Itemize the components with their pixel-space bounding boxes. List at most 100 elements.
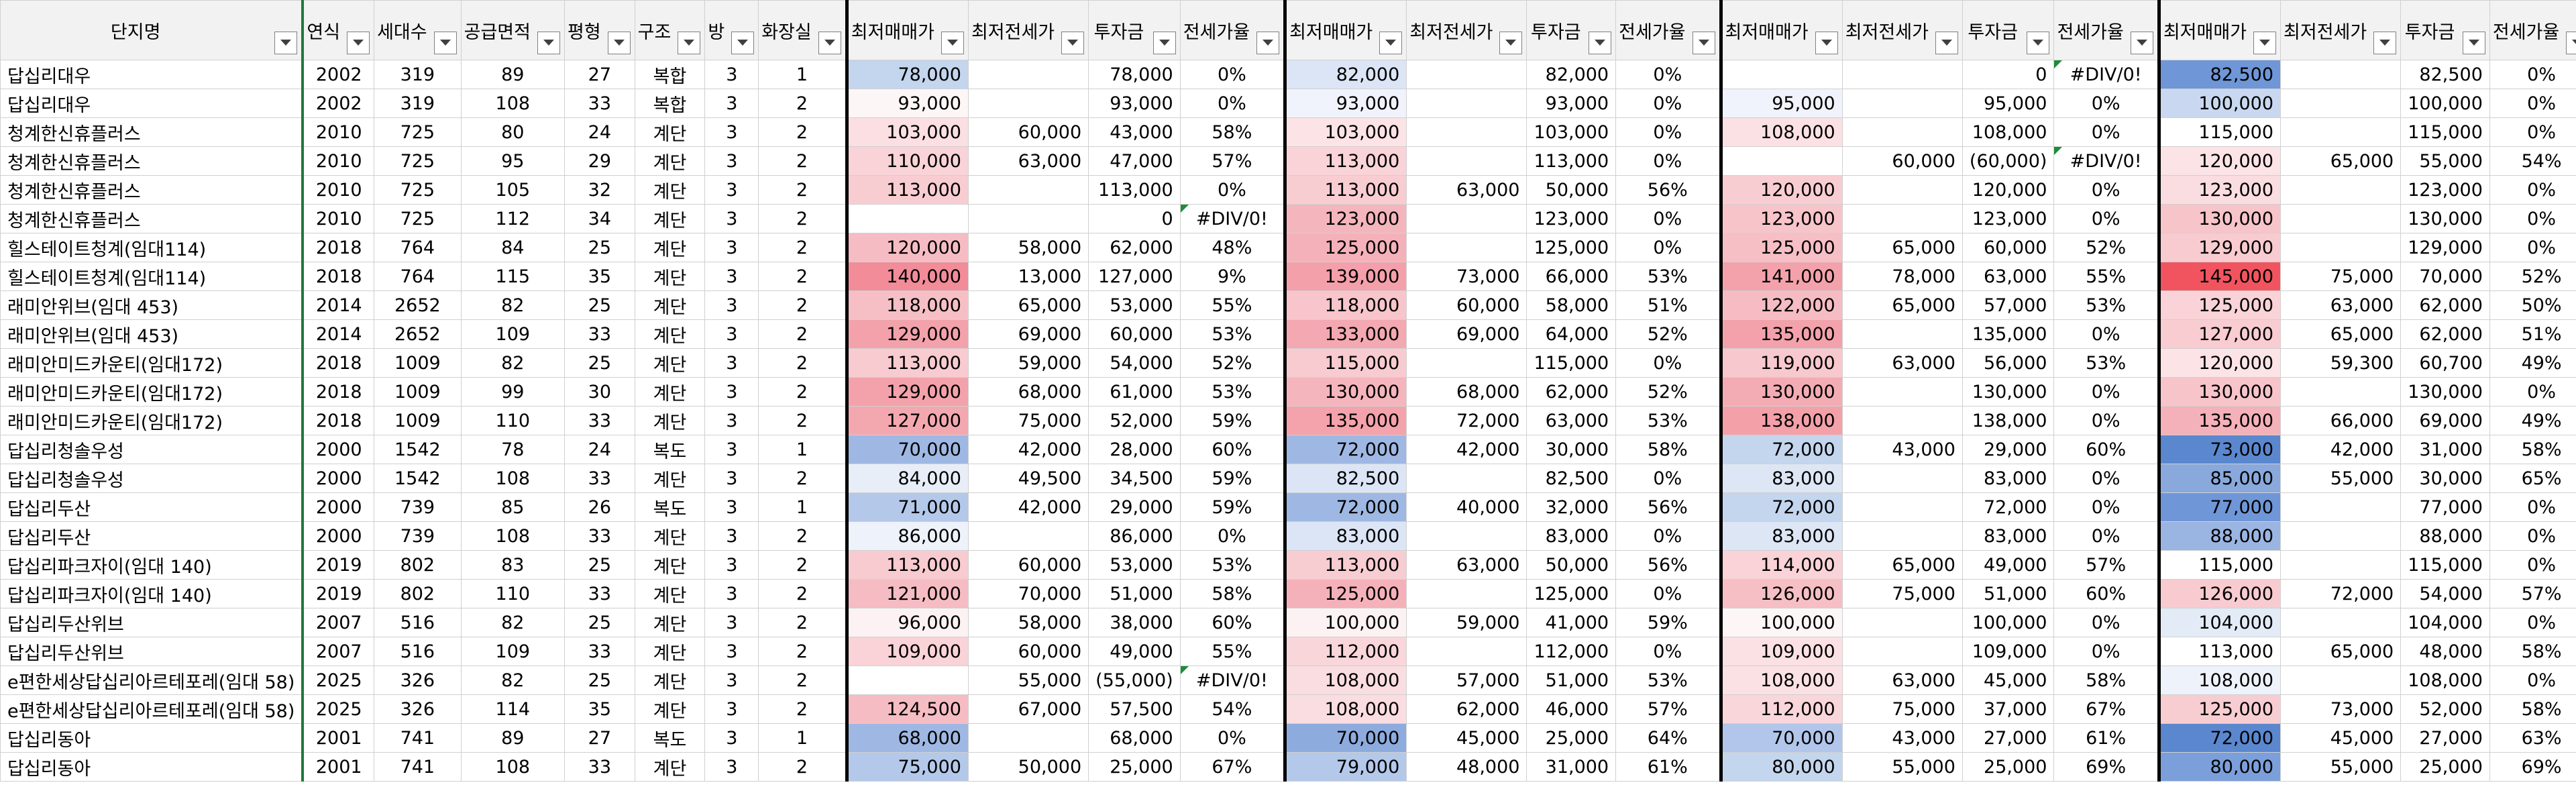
invest-cell[interactable]: 123,000 <box>1962 204 2055 233</box>
jeonse-cell[interactable]: 58,000 <box>967 608 1089 637</box>
sale-cell[interactable]: 123,000 <box>1719 204 1843 233</box>
complex-name-cell[interactable]: 답십리파크자이(임대 140) <box>0 550 303 580</box>
table-cell[interactable]: 2 <box>758 117 847 147</box>
sale-cell[interactable]: 72,000 <box>1283 435 1407 464</box>
ratio-cell[interactable]: 51% <box>2489 319 2576 349</box>
table-cell[interactable]: 35 <box>564 262 635 291</box>
table-cell[interactable]: 1009 <box>374 348 462 378</box>
ratio-cell[interactable]: 50% <box>2489 290 2576 320</box>
sale-cell[interactable]: 113,000 <box>2157 637 2282 666</box>
table-cell[interactable]: 3 <box>704 694 759 724</box>
table-cell[interactable]: 2 <box>758 694 847 724</box>
table-cell[interactable]: 115 <box>460 262 565 291</box>
invest-cell[interactable]: 29,000 <box>1088 492 1181 522</box>
invest-cell[interactable]: 113,000 <box>1526 146 1617 176</box>
table-cell[interactable]: 계단 <box>634 348 706 378</box>
ratio-cell[interactable]: 58% <box>2489 435 2576 464</box>
ratio-cell[interactable]: 0% <box>1615 579 1721 608</box>
ratio-cell[interactable]: 57% <box>2489 579 2576 608</box>
jeonse-cell[interactable] <box>1406 579 1527 608</box>
jeonse-cell[interactable] <box>967 60 1089 89</box>
jeonse-cell[interactable]: 75,000 <box>2280 262 2402 291</box>
sale-cell[interactable]: 109,000 <box>845 637 969 666</box>
invest-cell[interactable]: 63,000 <box>1962 262 2055 291</box>
sale-cell[interactable]: 125,000 <box>1283 233 1407 262</box>
invest-cell[interactable]: 46,000 <box>1526 694 1617 724</box>
sale-cell[interactable]: 127,000 <box>2157 319 2282 349</box>
complex-name-cell[interactable]: 답십리두산 <box>0 521 303 551</box>
invest-cell[interactable]: 104,000 <box>2400 608 2490 637</box>
ratio-cell[interactable]: 49% <box>2489 348 2576 378</box>
ratio-cell[interactable]: 59% <box>1615 608 1721 637</box>
sale-cell[interactable]: 118,000 <box>1283 290 1407 320</box>
table-cell[interactable]: 3 <box>704 233 759 262</box>
table-cell[interactable]: 108 <box>460 521 565 551</box>
table-cell[interactable]: 2025 <box>301 694 375 724</box>
table-cell[interactable]: 1009 <box>374 377 462 407</box>
jeonse-cell[interactable] <box>2280 117 2402 147</box>
ratio-cell[interactable]: #DIV/0! <box>1179 665 1286 695</box>
invest-cell[interactable]: 30,000 <box>1526 435 1617 464</box>
ratio-cell[interactable]: 52% <box>1615 319 1721 349</box>
table-cell[interactable]: 78 <box>460 435 565 464</box>
sale-cell[interactable]: 108,000 <box>2157 665 2282 695</box>
ratio-cell[interactable]: 54% <box>1179 694 1286 724</box>
table-cell[interactable]: 2 <box>758 233 847 262</box>
invest-cell[interactable]: 25,000 <box>1526 723 1617 753</box>
ratio-cell[interactable]: 55% <box>2053 262 2159 291</box>
invest-cell[interactable]: 62,000 <box>1526 377 1617 407</box>
table-cell[interactable]: 복합 <box>634 60 706 89</box>
filter-dropdown-button[interactable] <box>941 32 964 54</box>
ratio-cell[interactable]: 56% <box>1615 550 1721 580</box>
ratio-cell[interactable]: 63% <box>2489 723 2576 753</box>
table-cell[interactable]: 2018 <box>301 377 375 407</box>
jeonse-cell[interactable] <box>1841 89 1963 118</box>
jeonse-cell[interactable]: 42,000 <box>1406 435 1527 464</box>
invest-cell[interactable]: 57,500 <box>1088 694 1181 724</box>
invest-cell[interactable]: 69,000 <box>2400 406 2490 435</box>
invest-cell[interactable]: 43,000 <box>1088 117 1181 147</box>
invest-cell[interactable]: (55,000) <box>1088 665 1181 695</box>
sale-cell[interactable] <box>845 665 969 695</box>
sale-cell[interactable]: 141,000 <box>1719 262 1843 291</box>
invest-cell[interactable]: 115,000 <box>1526 348 1617 378</box>
sale-cell[interactable]: 125,000 <box>2157 694 2282 724</box>
jeonse-cell[interactable]: 42,000 <box>967 492 1089 522</box>
sale-cell[interactable]: 70,000 <box>1283 723 1407 753</box>
filter-dropdown-button[interactable] <box>607 32 631 54</box>
table-cell[interactable]: 110 <box>460 579 565 608</box>
sale-cell[interactable]: 68,000 <box>845 723 969 753</box>
table-cell[interactable]: 739 <box>374 492 462 522</box>
ratio-cell[interactable]: 0% <box>1615 89 1721 118</box>
invest-cell[interactable]: 82,500 <box>1526 464 1617 493</box>
invest-cell[interactable]: 82,500 <box>2400 60 2490 89</box>
invest-cell[interactable]: 120,000 <box>1962 175 2055 205</box>
table-cell[interactable]: 계단 <box>634 290 706 320</box>
invest-cell[interactable]: 83,000 <box>1962 521 2055 551</box>
sale-cell[interactable] <box>1719 60 1843 89</box>
sale-cell[interactable]: 70,000 <box>1719 723 1843 753</box>
jeonse-cell[interactable]: 60,000 <box>967 550 1089 580</box>
table-cell[interactable]: 34 <box>564 204 635 233</box>
sale-cell[interactable]: 83,000 <box>1283 521 1407 551</box>
table-cell[interactable]: 계단 <box>634 204 706 233</box>
table-cell[interactable]: 82 <box>460 608 565 637</box>
table-cell[interactable]: 516 <box>374 637 462 666</box>
table-cell[interactable]: 3 <box>704 521 759 551</box>
table-cell[interactable]: 2010 <box>301 204 375 233</box>
invest-cell[interactable]: 27,000 <box>2400 723 2490 753</box>
invest-cell[interactable]: 100,000 <box>2400 89 2490 118</box>
sale-cell[interactable]: 121,000 <box>845 579 969 608</box>
table-cell[interactable]: 2010 <box>301 117 375 147</box>
ratio-cell[interactable]: 52% <box>1179 348 1286 378</box>
sale-cell[interactable]: 120,000 <box>845 233 969 262</box>
ratio-cell[interactable]: 9% <box>1179 262 1286 291</box>
table-cell[interactable]: 3 <box>704 290 759 320</box>
jeonse-cell[interactable] <box>1841 464 1963 493</box>
table-cell[interactable]: 25 <box>564 665 635 695</box>
invest-cell[interactable]: 82,000 <box>1526 60 1617 89</box>
invest-cell[interactable]: 115,000 <box>2400 550 2490 580</box>
table-cell[interactable]: 3 <box>704 117 759 147</box>
invest-cell[interactable]: 55,000 <box>2400 146 2490 176</box>
jeonse-cell[interactable] <box>1841 319 1963 349</box>
